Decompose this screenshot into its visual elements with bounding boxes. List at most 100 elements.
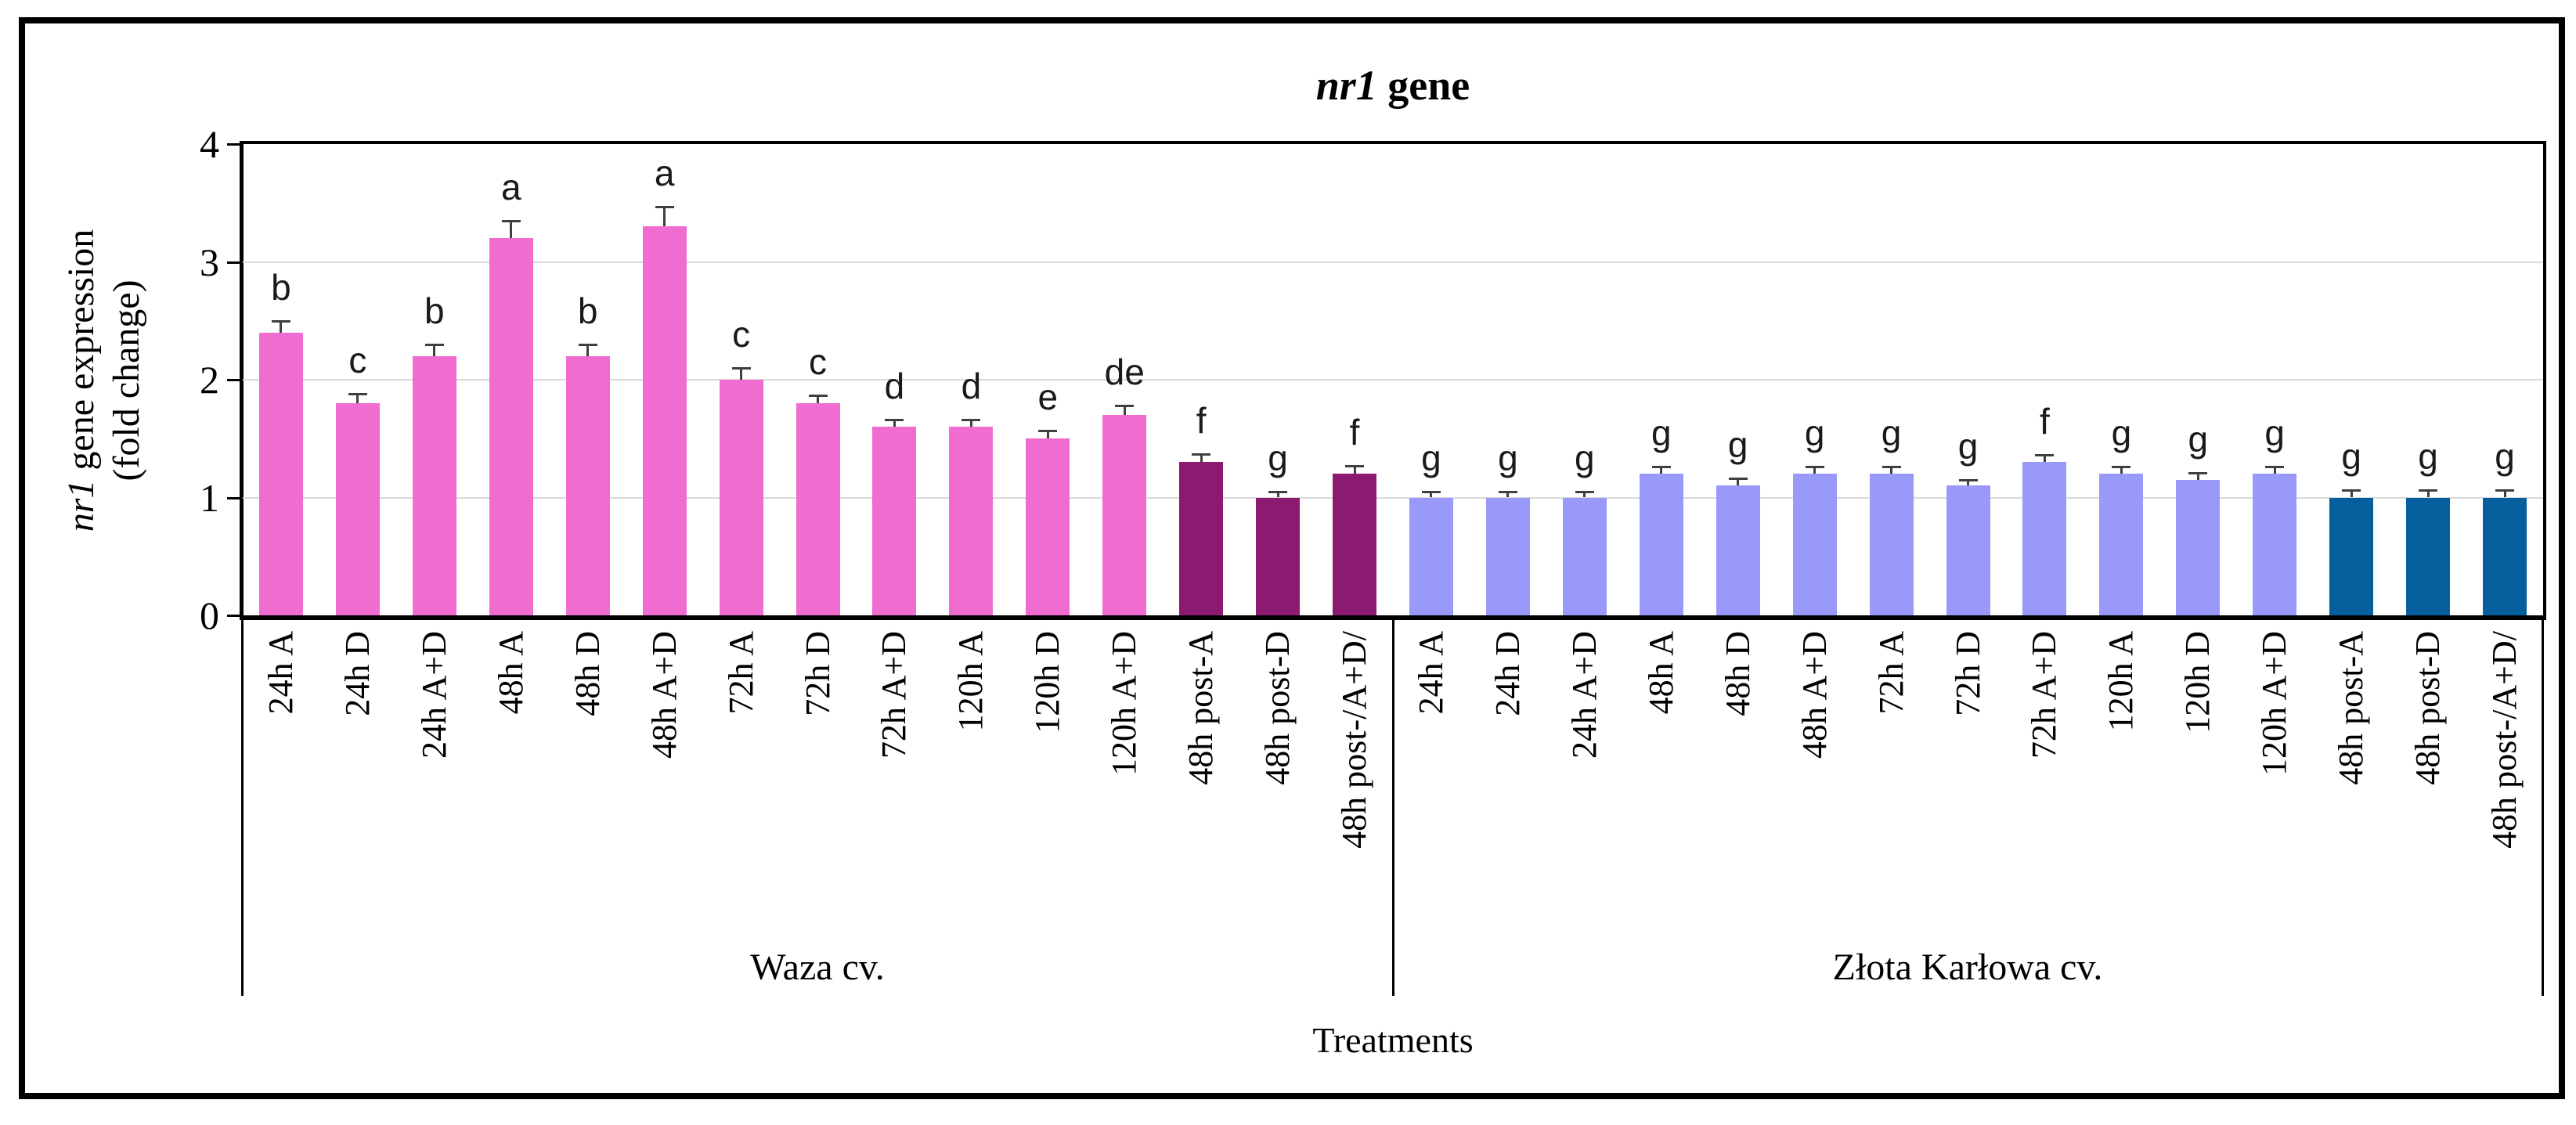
- bar-Z-ota-Kar-owa-cv--48h-D: [1716, 485, 1760, 615]
- x-tick-label: 120h A: [2102, 631, 2141, 732]
- significance-letter: g: [1651, 413, 1672, 454]
- bar-Z-ota-Kar-owa-cv--120h-A: [2099, 474, 2144, 615]
- error-bar-cap: [501, 219, 521, 222]
- error-bar-stem: [817, 395, 819, 404]
- error-bar-stem: [1967, 479, 1969, 486]
- significance-letter: d: [884, 366, 905, 407]
- x-tick-label: 72h D: [798, 631, 837, 716]
- bar-Z-ota-Kar-owa-cv--24h-D: [1485, 497, 1530, 615]
- error-bar-stem: [1046, 430, 1049, 439]
- chart-title-gene-name: nr1: [1315, 62, 1377, 109]
- bar-Z-ota-Kar-owa-cv--48h-post-D: [2406, 497, 2451, 615]
- error-bar-stem: [1353, 465, 1356, 474]
- error-bar-stem: [2120, 467, 2123, 474]
- x-tick-label: 48h post-A: [2332, 631, 2371, 785]
- bar-Z-ota-Kar-owa-cv--48h-post-A-D-: [2483, 497, 2527, 615]
- x-tick-label: 48h A+D: [1795, 631, 1834, 759]
- x-tick-label: 72h A: [721, 631, 760, 715]
- error-bar-stem: [2426, 490, 2430, 498]
- x-tick-label: 24h A+D: [1564, 631, 1604, 759]
- plot-area: [240, 141, 2546, 620]
- significance-letter: a: [500, 166, 521, 207]
- y-tick-label-4: 4: [200, 122, 219, 166]
- error-bar-cap: [2188, 471, 2208, 474]
- error-bar-cap: [271, 319, 290, 323]
- x-tick-label: 72h D: [1948, 631, 1987, 716]
- error-bar-stem: [1506, 491, 1510, 498]
- bar-Waza-cv--72h-A: [719, 380, 763, 615]
- significance-letter: b: [577, 290, 598, 331]
- bar-Waza-cv--120h-A-D: [1102, 415, 1147, 615]
- x-axis-title: Treatments: [1312, 1020, 1474, 1060]
- bar-Waza-cv--120h-D: [1026, 438, 1070, 615]
- error-bar-cap: [1421, 490, 1441, 493]
- bar-Waza-cv--48h-post-D: [1256, 497, 1301, 615]
- error-bar-cap: [1268, 490, 1288, 493]
- error-bar-cap: [2112, 466, 2131, 469]
- error-bar-stem: [1660, 467, 1663, 474]
- error-bar-stem: [433, 344, 436, 356]
- bar-Waza-cv--48h-A: [489, 238, 533, 615]
- error-bar-stem: [1813, 467, 1817, 474]
- group-divider-2: [2542, 615, 2544, 996]
- bar-Z-ota-Kar-owa-cv--48h-post-A: [2329, 497, 2374, 615]
- error-bar-cap: [731, 366, 751, 370]
- error-bar-stem: [510, 220, 513, 239]
- x-tick-label: 48h A: [1641, 631, 1680, 715]
- error-bar-stem: [2273, 467, 2276, 474]
- error-bar-stem: [280, 320, 283, 333]
- y-tick-label-2: 2: [200, 358, 219, 402]
- error-bar-cap: [655, 205, 674, 208]
- x-tick-label: 72h A: [1871, 631, 1910, 715]
- significance-letter: g: [2495, 436, 2515, 478]
- bar-Waza-cv--48h-A-D: [642, 226, 687, 615]
- y-tick-label-0: 0: [200, 593, 219, 637]
- x-tick-label: 48h post-/A+D/: [2485, 631, 2524, 849]
- significance-letter: de: [1104, 352, 1145, 393]
- significance-letter: g: [1957, 425, 1979, 467]
- error-bar-stem: [1276, 491, 1279, 498]
- error-bar-cap: [1345, 464, 1365, 467]
- bar-Z-ota-Kar-owa-cv--48h-A: [1639, 474, 1683, 615]
- y-tick-mark-4: [227, 143, 240, 146]
- significance-letter: g: [1727, 424, 1748, 466]
- error-bar-cap: [1192, 453, 1211, 456]
- y-tick-label-3: 3: [200, 240, 219, 284]
- error-bar-stem: [1200, 453, 1203, 463]
- group-label-zlota-karlowa: Złota Karłowa cv.: [1832, 947, 2103, 988]
- x-tick-label: 120h D: [2178, 631, 2217, 734]
- significance-letter: c: [809, 341, 827, 382]
- bar-Waza-cv--24h-A: [258, 332, 303, 615]
- x-tick-label: 48h post-D: [1258, 631, 1297, 785]
- significance-letter: f: [2040, 401, 2050, 442]
- x-tick-label: 24h A+D: [414, 631, 453, 759]
- x-tick-label: 72h A+D: [2025, 631, 2064, 759]
- significance-letter: b: [424, 290, 445, 331]
- bar-Z-ota-Kar-owa-cv--24h-A-D: [1562, 497, 1607, 615]
- significance-letter: g: [2418, 436, 2438, 478]
- y-tick-mark-0: [227, 615, 240, 617]
- x-tick-label: 48h D: [1718, 631, 1757, 716]
- bar-Z-ota-Kar-owa-cv--120h-D: [2176, 479, 2221, 615]
- error-bar-cap: [2342, 489, 2361, 492]
- error-bar-cap: [808, 394, 828, 397]
- error-bar-stem: [663, 206, 666, 227]
- error-bar-cap: [2265, 466, 2285, 469]
- y-tick-mark-3: [227, 261, 240, 264]
- chart-title: nr1 gene: [243, 61, 2543, 110]
- error-bar-cap: [2495, 489, 2515, 492]
- x-tick-label: 48h D: [568, 631, 607, 716]
- significance-letter: g: [2264, 413, 2286, 454]
- bar-Z-ota-Kar-owa-cv--72h-A-D: [2022, 462, 2067, 615]
- error-bar-stem: [740, 367, 743, 380]
- error-bar-stem: [2350, 490, 2353, 498]
- x-tick-label: 48h A: [491, 631, 530, 715]
- y-tick-label-1: 1: [200, 475, 219, 520]
- error-bar-stem: [356, 394, 359, 404]
- error-bar-stem: [2196, 472, 2199, 480]
- x-tick-label: 48h post-/A+D/: [1335, 631, 1374, 849]
- x-tick-label: 24h D: [1488, 631, 1527, 716]
- error-bar-stem: [893, 420, 896, 427]
